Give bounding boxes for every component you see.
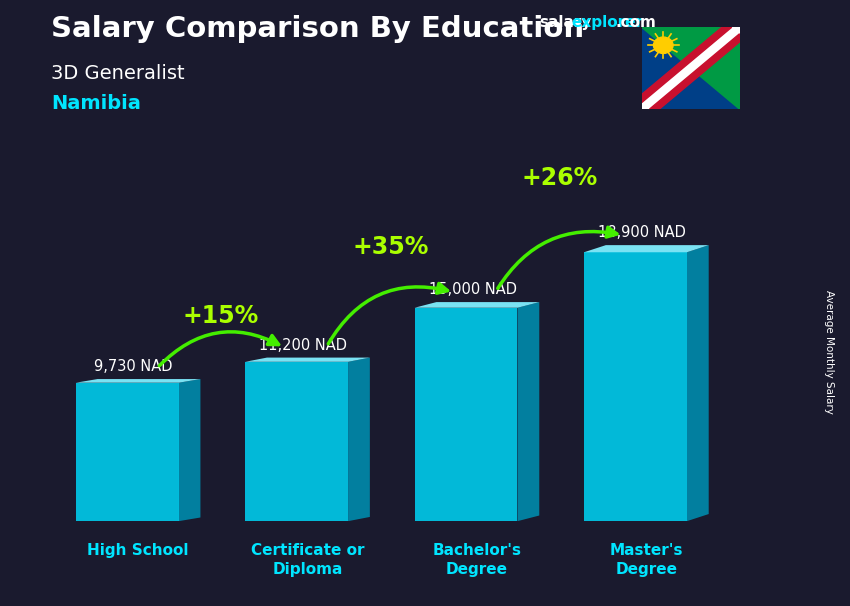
Polygon shape xyxy=(178,379,201,521)
Text: salary: salary xyxy=(540,15,592,30)
Text: Master's
Degree: Master's Degree xyxy=(609,542,683,578)
Text: +15%: +15% xyxy=(183,304,259,328)
Polygon shape xyxy=(76,379,201,383)
Bar xyxy=(415,308,518,521)
FancyArrowPatch shape xyxy=(498,227,617,288)
Text: 9,730 NAD: 9,730 NAD xyxy=(94,359,173,374)
Text: 3D Generalist: 3D Generalist xyxy=(51,64,184,82)
Polygon shape xyxy=(642,27,732,102)
Bar xyxy=(584,252,687,521)
Circle shape xyxy=(654,37,673,53)
Polygon shape xyxy=(642,27,740,109)
Polygon shape xyxy=(642,27,740,109)
Text: +35%: +35% xyxy=(352,235,428,259)
FancyArrowPatch shape xyxy=(160,332,279,365)
FancyArrowPatch shape xyxy=(328,284,447,344)
Text: Salary Comparison By Education: Salary Comparison By Education xyxy=(51,15,584,43)
Polygon shape xyxy=(415,302,539,308)
Text: +26%: +26% xyxy=(522,166,598,190)
Text: explorer: explorer xyxy=(571,15,643,30)
Text: Namibia: Namibia xyxy=(51,94,141,113)
Text: Certificate or
Diploma: Certificate or Diploma xyxy=(251,542,365,578)
Text: High School: High School xyxy=(88,542,189,558)
Text: 15,000 NAD: 15,000 NAD xyxy=(428,282,517,297)
Bar xyxy=(76,383,178,521)
Text: .com: .com xyxy=(615,15,656,30)
Polygon shape xyxy=(649,34,740,109)
Polygon shape xyxy=(642,27,740,109)
Polygon shape xyxy=(518,302,539,521)
Text: Average Monthly Salary: Average Monthly Salary xyxy=(824,290,834,413)
Bar xyxy=(245,362,348,521)
Polygon shape xyxy=(687,245,709,521)
Polygon shape xyxy=(245,358,370,362)
Polygon shape xyxy=(584,245,709,252)
Polygon shape xyxy=(348,358,370,521)
Text: 18,900 NAD: 18,900 NAD xyxy=(598,225,686,240)
Text: 11,200 NAD: 11,200 NAD xyxy=(259,338,347,353)
Text: Bachelor's
Degree: Bachelor's Degree xyxy=(433,542,521,578)
